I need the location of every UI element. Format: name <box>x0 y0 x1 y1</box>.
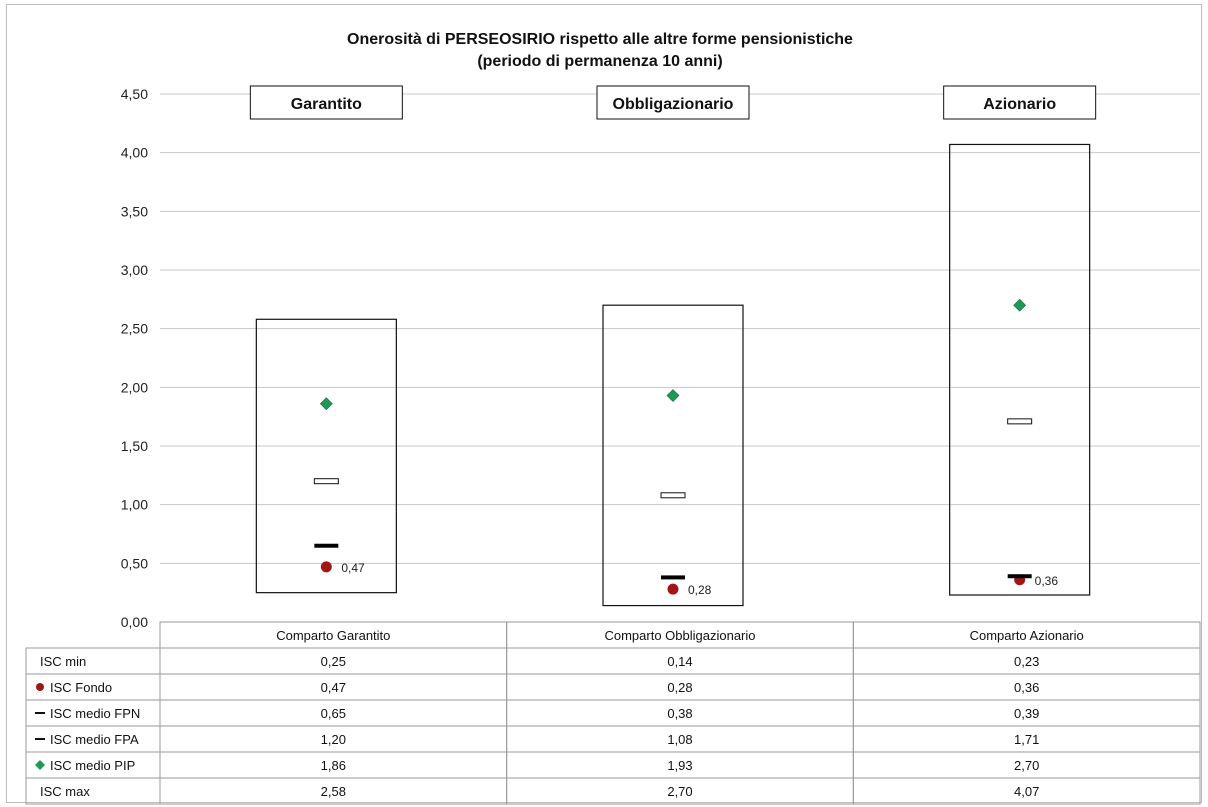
isc-fpa-marker <box>660 492 686 499</box>
table-cell-value: 0,23 <box>1014 654 1039 669</box>
range-boxes <box>255 143 1091 607</box>
legend-dash-swatch <box>35 712 45 714</box>
table-header-label: Comparto Garantito <box>276 628 390 643</box>
y-tick-label: 0,50 <box>121 555 148 571</box>
y-tick-label: 0,00 <box>121 614 148 630</box>
table-cell <box>852 777 1201 805</box>
chart-title-line-2: (periodo di permanenza 10 anni) <box>477 53 722 70</box>
isc-fpa-marker <box>313 478 339 485</box>
panel-label: Garantito <box>291 96 362 113</box>
y-tick-label: 3,50 <box>121 203 148 219</box>
table-cell-value: 0,65 <box>321 706 346 721</box>
table-cell-value: 0,28 <box>667 680 692 695</box>
isc-fondo-data-label: 0,28 <box>688 583 712 597</box>
table-header-label: Comparto Obbligazionario <box>604 628 755 643</box>
chart-title: Onerosità di PERSEOSIRIO rispetto alle a… <box>347 31 853 70</box>
chart-frame <box>6 4 1202 803</box>
table-cell-value: 0,25 <box>321 654 346 669</box>
range-box <box>602 304 744 607</box>
isc-fpa-marker <box>1007 418 1033 425</box>
isc-fondo-data-label: 0,47 <box>341 561 365 575</box>
isc-fpn-marker <box>314 543 339 548</box>
table-row-label: ISC medio PIP <box>50 758 135 773</box>
y-axis: 0,00 0,50 1,00 1,50 2,00 2,50 3,00 3,50 4,00 4,50 <box>121 86 148 630</box>
chart-title-line-1: Onerosità di PERSEOSIRIO rispetto alle a… <box>347 31 853 48</box>
gridlines <box>160 93 1200 623</box>
table-cell-value: 2,70 <box>1014 758 1039 773</box>
isc-fondo-point <box>320 561 332 573</box>
table-row-label: ISC medio FPA <box>50 732 139 747</box>
y-tick-label: 1,00 <box>121 497 148 513</box>
isc-fpn-marker <box>661 575 685 580</box>
table-cell-value: 1,93 <box>667 758 692 773</box>
panel-label-box <box>596 85 750 120</box>
isc-pip-point <box>1013 298 1027 312</box>
isc-pip-point <box>319 397 333 411</box>
y-tick-label: 4,50 <box>121 86 148 102</box>
table-cell-value: 1,20 <box>321 732 346 747</box>
panel-label: Obbligazionario <box>613 96 734 113</box>
legend-dash-swatch <box>35 738 45 740</box>
y-tick-label: 3,00 <box>121 262 148 278</box>
range-box <box>255 318 397 594</box>
table-cell-value: 0,36 <box>1014 680 1039 695</box>
table-cell-value: 2,58 <box>321 784 346 799</box>
y-tick-label: 2,50 <box>121 321 148 337</box>
table-row-label: ISC max <box>40 784 90 799</box>
table-cell-value: 0,39 <box>1014 706 1039 721</box>
table-cell-value: 2,70 <box>667 784 692 799</box>
y-tick-label: 1,50 <box>121 438 148 454</box>
table-cell-value: 4,07 <box>1014 784 1039 799</box>
panel-label-box <box>249 85 403 120</box>
isc-fpn-marker <box>1007 574 1032 579</box>
table-cell-value: 0,47 <box>321 680 346 695</box>
table-row-label: ISC medio FPN <box>50 706 140 721</box>
isc-fondo-point <box>667 583 679 595</box>
table-row-label: ISC min <box>40 654 86 669</box>
panel-label: Azionario <box>983 96 1056 113</box>
table-cell-value: 1,71 <box>1014 732 1039 747</box>
data-table: Comparto Garantito Comparto Obbligazionar… <box>25 621 1201 805</box>
table-cell-value: 0,14 <box>667 654 692 669</box>
range-box <box>949 143 1091 596</box>
y-tick-label: 4,00 <box>121 145 148 161</box>
table-header-label: Comparto Azionario <box>970 628 1084 643</box>
series-markers: 0,47 0,28 0,36 <box>313 298 1059 597</box>
panel-label-box <box>943 85 1097 120</box>
table-cell-value: 1,86 <box>321 758 346 773</box>
table-cell-value: 1,08 <box>667 732 692 747</box>
isc-fondo-data-label: 0,36 <box>1035 574 1059 588</box>
panel-labels: Garantito Obbligazionario Azionario <box>249 85 1097 120</box>
isc-pip-point <box>666 389 680 402</box>
table-row-label: ISC Fondo <box>50 680 112 695</box>
table-cell-value: 0,38 <box>667 706 692 721</box>
legend-fondo-swatch <box>36 683 44 691</box>
legend-pip-swatch <box>35 760 45 770</box>
y-tick-label: 2,00 <box>121 379 148 395</box>
